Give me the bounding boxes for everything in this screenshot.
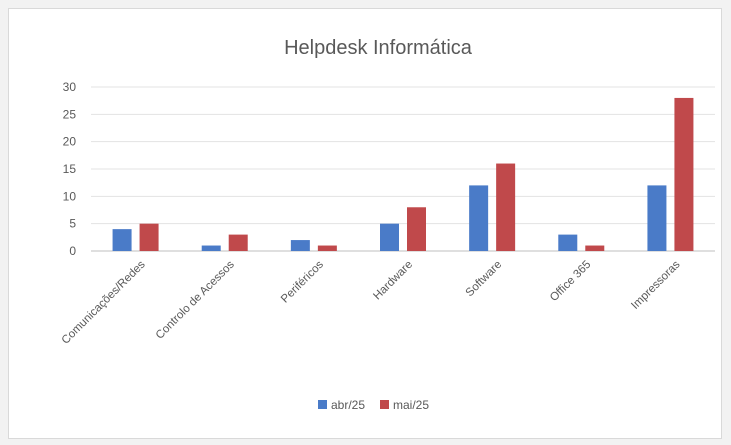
bar-mai-25-3 xyxy=(407,207,426,251)
bar-abr-25-6 xyxy=(647,185,667,251)
y-tick-label: 20 xyxy=(63,135,77,149)
bar-mai-25-5 xyxy=(585,245,605,251)
bar-abr-25-1 xyxy=(201,245,221,251)
x-tick-label: Hardware xyxy=(371,259,415,303)
chart-title: Helpdesk Informática xyxy=(284,37,473,59)
y-tick-label: 25 xyxy=(63,107,77,121)
bar-abr-25-4 xyxy=(469,185,489,251)
legend-label: abr/25 xyxy=(331,398,365,412)
x-tick-label: Office 365 xyxy=(548,259,593,304)
x-tick-label: Software xyxy=(464,259,505,300)
y-tick-label: 0 xyxy=(69,244,76,258)
legend-swatch xyxy=(318,400,327,409)
bar-mai-25-4 xyxy=(496,163,516,251)
x-tick-label: Comunicações/Redes xyxy=(60,258,148,346)
y-tick-label: 30 xyxy=(63,80,77,94)
x-tick-label: Impressoras xyxy=(629,258,682,311)
bars xyxy=(112,97,694,251)
bar-abr-25-5 xyxy=(558,234,578,251)
bar-mai-25-1 xyxy=(228,234,248,251)
legend-label: mai/25 xyxy=(393,398,429,412)
bar-mai-25-2 xyxy=(317,245,337,251)
bar-mai-25-6 xyxy=(674,97,694,251)
y-tick-label: 15 xyxy=(63,162,77,176)
bar-abr-25-0 xyxy=(112,229,132,251)
y-tick-label: 5 xyxy=(69,217,76,231)
bar-mai-25-0 xyxy=(139,223,159,251)
bar-abr-25-2 xyxy=(290,240,310,251)
x-tick-label: Periféricos xyxy=(279,258,326,305)
y-axis: 0 5 10 15 20 25 30 xyxy=(63,80,77,258)
gridlines xyxy=(91,86,715,252)
x-axis: Comunicações/Redes Controlo de Acessos Per… xyxy=(60,258,683,346)
legend: abr/25 mai/25 xyxy=(318,398,429,412)
y-tick-label: 10 xyxy=(63,189,77,203)
bar-abr-25-3 xyxy=(380,223,399,251)
legend-swatch xyxy=(380,400,389,409)
x-tick-label: Controlo de Acessos xyxy=(154,258,237,341)
